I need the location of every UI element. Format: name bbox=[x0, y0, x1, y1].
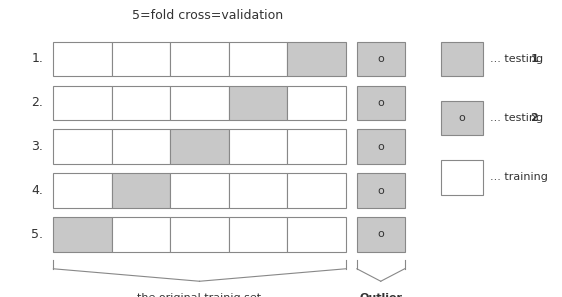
Text: ... testing: ... testing bbox=[490, 54, 547, 64]
Bar bbox=[112, 42, 170, 76]
Bar bbox=[357, 173, 405, 208]
Text: ... testing: ... testing bbox=[490, 113, 547, 123]
Text: 1.: 1. bbox=[31, 52, 43, 65]
Bar bbox=[229, 129, 287, 164]
Bar bbox=[112, 129, 170, 164]
Bar bbox=[112, 86, 170, 120]
Bar bbox=[53, 129, 112, 164]
Bar bbox=[170, 217, 229, 252]
Bar bbox=[229, 86, 287, 120]
Text: ... training: ... training bbox=[490, 173, 548, 182]
Bar bbox=[229, 173, 287, 208]
Text: o: o bbox=[377, 54, 384, 64]
Bar bbox=[229, 42, 287, 76]
Text: o: o bbox=[459, 113, 466, 123]
Bar bbox=[170, 173, 229, 208]
Bar bbox=[170, 42, 229, 76]
Bar bbox=[112, 173, 170, 208]
Text: 1: 1 bbox=[531, 54, 538, 64]
Bar bbox=[441, 42, 483, 76]
Bar bbox=[287, 129, 346, 164]
Bar bbox=[287, 42, 346, 76]
Bar bbox=[287, 217, 346, 252]
Bar bbox=[287, 173, 346, 208]
Bar bbox=[287, 86, 346, 120]
Text: Outlier: Outlier bbox=[359, 293, 402, 297]
Text: 4.: 4. bbox=[31, 184, 43, 197]
Text: o: o bbox=[377, 98, 384, 108]
Text: 3.: 3. bbox=[31, 140, 43, 153]
Text: 2.: 2. bbox=[31, 96, 43, 109]
Text: o: o bbox=[377, 142, 384, 151]
Bar bbox=[53, 173, 112, 208]
Text: 5=fold cross=validation: 5=fold cross=validation bbox=[133, 9, 283, 22]
Text: 2: 2 bbox=[531, 113, 538, 123]
Bar bbox=[53, 42, 112, 76]
Bar bbox=[357, 217, 405, 252]
Bar bbox=[441, 101, 483, 135]
Bar bbox=[229, 217, 287, 252]
Bar bbox=[170, 86, 229, 120]
Bar bbox=[357, 129, 405, 164]
Bar bbox=[441, 160, 483, 195]
Bar bbox=[112, 217, 170, 252]
Text: the original trainig set: the original trainig set bbox=[138, 293, 261, 297]
Bar bbox=[53, 217, 112, 252]
Bar bbox=[357, 86, 405, 120]
Text: o: o bbox=[377, 186, 384, 195]
Text: o: o bbox=[377, 230, 384, 239]
Bar bbox=[170, 129, 229, 164]
Text: 5.: 5. bbox=[31, 228, 43, 241]
Bar bbox=[357, 42, 405, 76]
Bar bbox=[53, 86, 112, 120]
